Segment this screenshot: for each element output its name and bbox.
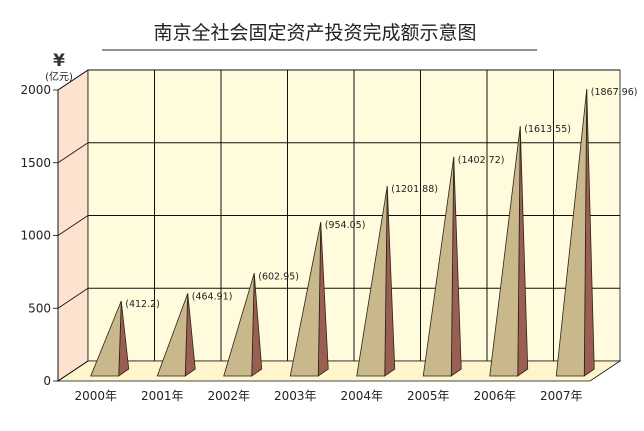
data-label: (954.05) <box>325 220 366 231</box>
plot-area: 0 500 1000 1500 2000 (412.2) 2000年 (464.91) 2001… <box>20 69 638 403</box>
cone-bar <box>156 293 189 377</box>
x-tick-label: 2007年 <box>540 389 583 403</box>
side-grid-line <box>57 360 89 382</box>
data-label: (412.2) <box>125 299 160 310</box>
data-label: (602.95) <box>258 271 299 282</box>
x-tick-label: 2002年 <box>207 389 250 403</box>
side-grid-line <box>57 287 89 309</box>
chart-title: 南京全社会固定资产投资完成额示意图 <box>153 22 476 44</box>
side-grid-line <box>57 142 89 164</box>
data-label: (1613.55) <box>524 124 571 135</box>
x-tick-label: 2004年 <box>340 389 383 403</box>
data-label: (464.91) <box>192 291 233 302</box>
cone-bar <box>90 300 122 377</box>
data-label: (1201.88) <box>391 184 438 195</box>
y-tick-label: 500 <box>28 301 51 315</box>
y-tick-label: 1000 <box>20 229 51 243</box>
y-unit-label: (亿元) <box>45 70 73 83</box>
y-tick-label: 1500 <box>20 156 51 170</box>
cone-bar <box>289 222 322 377</box>
y-tick-label: 0 <box>43 374 51 388</box>
cone-bar <box>555 89 588 377</box>
data-label: (1402.72) <box>458 155 505 166</box>
x-tick-label: 2003年 <box>274 389 317 403</box>
data-label: (1867.96) <box>591 87 638 98</box>
y-tick-label: 2000 <box>20 83 51 97</box>
cone-bar <box>489 126 521 377</box>
floor <box>56 360 622 382</box>
y-unit-symbol: ¥ <box>53 51 65 71</box>
cone-bar <box>356 186 388 377</box>
cone-bar <box>422 156 455 377</box>
x-tick-label: 2000年 <box>74 389 117 403</box>
x-tick-label: 2001年 <box>141 389 184 403</box>
x-tick-label: 2006年 <box>473 389 516 403</box>
side-grid-line <box>57 69 89 91</box>
side-grid-line <box>57 215 89 236</box>
cone-bar <box>223 273 255 377</box>
x-tick-label: 2005年 <box>407 389 450 403</box>
